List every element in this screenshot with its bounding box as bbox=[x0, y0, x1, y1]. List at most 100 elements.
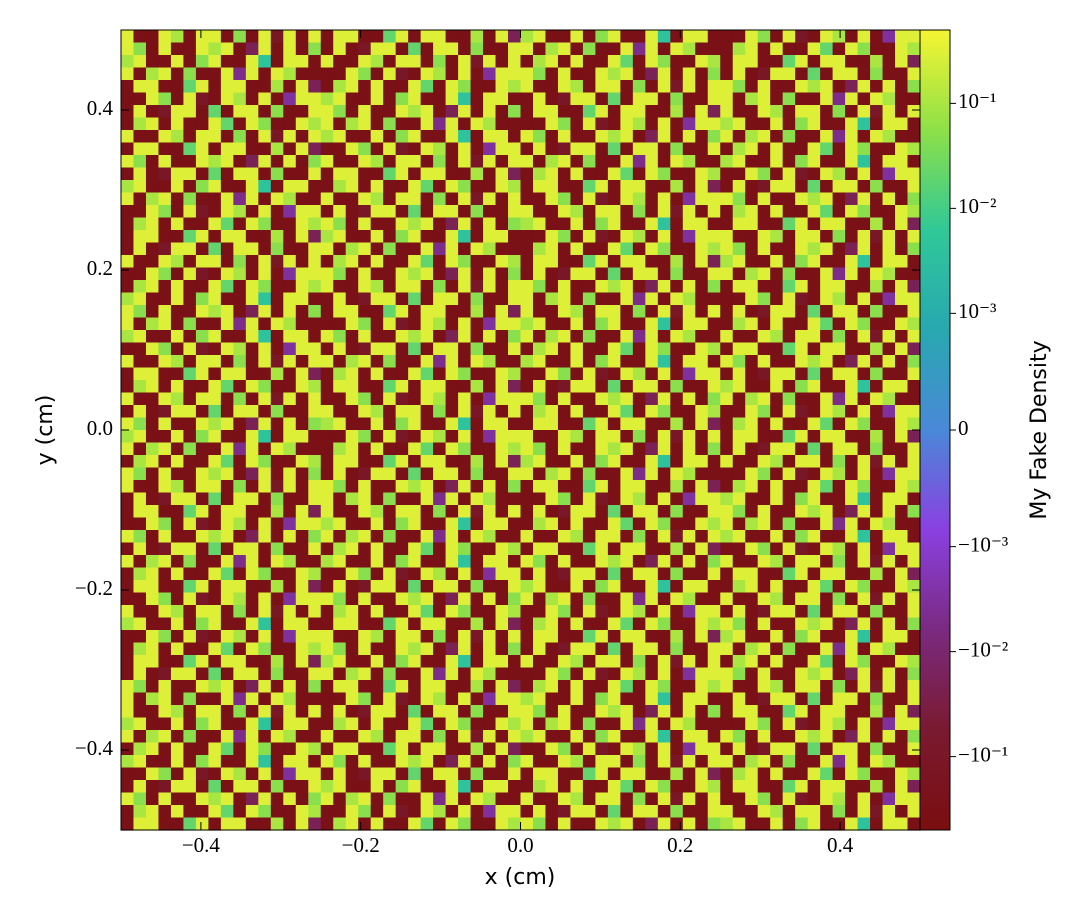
cell bbox=[333, 255, 347, 269]
cell bbox=[845, 492, 859, 506]
cell bbox=[158, 642, 172, 656]
cell bbox=[420, 692, 434, 706]
cell bbox=[832, 792, 846, 806]
cell bbox=[295, 67, 309, 81]
cell bbox=[245, 617, 259, 631]
cell bbox=[458, 380, 472, 394]
cell bbox=[670, 392, 684, 406]
cell bbox=[420, 180, 434, 194]
cell bbox=[233, 292, 247, 306]
cell bbox=[845, 442, 859, 456]
cell bbox=[782, 130, 796, 144]
cell bbox=[607, 592, 621, 606]
cell bbox=[295, 80, 309, 94]
cell bbox=[183, 442, 197, 456]
cell bbox=[208, 292, 222, 306]
cell bbox=[807, 680, 821, 694]
cell bbox=[495, 330, 509, 344]
cell bbox=[433, 780, 447, 794]
cell bbox=[907, 330, 921, 344]
cell bbox=[245, 767, 259, 781]
cell bbox=[832, 642, 846, 656]
cell bbox=[333, 92, 347, 106]
cell bbox=[720, 505, 734, 519]
cell bbox=[233, 730, 247, 744]
cell bbox=[433, 130, 447, 144]
cell bbox=[595, 80, 609, 94]
cell bbox=[395, 555, 409, 569]
cell bbox=[645, 105, 659, 119]
cell bbox=[607, 267, 621, 281]
cell bbox=[445, 805, 459, 819]
cell bbox=[270, 505, 284, 519]
cell bbox=[582, 192, 597, 206]
cell bbox=[657, 680, 671, 694]
cell bbox=[795, 380, 809, 394]
cell bbox=[782, 542, 796, 556]
cell bbox=[233, 405, 247, 419]
cell bbox=[370, 242, 384, 256]
cell bbox=[395, 617, 409, 631]
cell bbox=[158, 542, 172, 556]
cell bbox=[557, 555, 572, 569]
cell bbox=[495, 455, 509, 469]
cell bbox=[270, 430, 284, 444]
cell bbox=[632, 405, 646, 419]
cell bbox=[832, 592, 846, 606]
cell bbox=[782, 292, 796, 306]
cell bbox=[745, 755, 759, 769]
cell bbox=[557, 167, 572, 181]
cell bbox=[395, 30, 409, 44]
cell bbox=[333, 567, 347, 581]
cell bbox=[320, 280, 334, 294]
cell bbox=[333, 555, 347, 569]
cell bbox=[508, 392, 522, 406]
cell bbox=[445, 405, 459, 419]
cell bbox=[832, 30, 846, 44]
cell bbox=[508, 117, 522, 131]
cell bbox=[895, 230, 909, 244]
cell bbox=[195, 230, 209, 244]
cell bbox=[358, 730, 372, 744]
cell bbox=[395, 442, 409, 456]
cell bbox=[195, 242, 209, 256]
cell bbox=[570, 130, 584, 144]
cell bbox=[458, 80, 472, 94]
cell bbox=[645, 292, 659, 306]
cell bbox=[195, 342, 209, 356]
cell bbox=[258, 417, 272, 431]
cell bbox=[657, 155, 671, 169]
cell bbox=[795, 430, 809, 444]
cell bbox=[458, 692, 472, 706]
cell bbox=[358, 42, 372, 56]
cell bbox=[408, 117, 422, 131]
cell bbox=[495, 55, 509, 69]
cell bbox=[283, 592, 297, 606]
cell bbox=[570, 105, 584, 119]
cell bbox=[133, 92, 147, 106]
cell bbox=[770, 580, 784, 594]
cell bbox=[557, 780, 572, 794]
cell bbox=[782, 517, 796, 531]
cell bbox=[857, 617, 871, 631]
cell bbox=[907, 492, 921, 506]
cell bbox=[470, 630, 484, 644]
cell bbox=[295, 530, 309, 544]
cell bbox=[145, 705, 160, 719]
cell bbox=[208, 555, 222, 569]
cell bbox=[832, 55, 846, 69]
cell bbox=[545, 805, 559, 819]
cell bbox=[433, 667, 447, 681]
cell bbox=[433, 792, 447, 806]
cell bbox=[557, 217, 572, 231]
cell bbox=[795, 292, 809, 306]
cell bbox=[520, 267, 534, 281]
cell bbox=[370, 755, 384, 769]
cell bbox=[233, 92, 247, 106]
cell bbox=[857, 92, 871, 106]
cell bbox=[570, 117, 584, 131]
cell bbox=[345, 430, 359, 444]
cell bbox=[795, 692, 809, 706]
cell bbox=[907, 805, 921, 819]
cell bbox=[458, 155, 472, 169]
